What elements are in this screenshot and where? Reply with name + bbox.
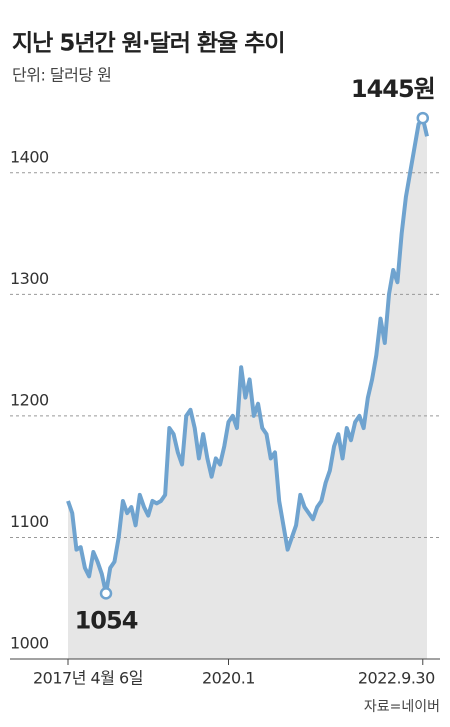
annotation: 1445원 (351, 75, 435, 103)
x-tick-label: 2022.9.30 (358, 669, 435, 688)
y-tick-label: 1100 (10, 512, 49, 531)
line (66, 116, 429, 596)
y-tick-label: 1300 (10, 269, 49, 288)
marker (416, 111, 430, 125)
x-tick-label: 2017년 4월 6일 (33, 669, 143, 688)
x-tick-label: 2020.1 (202, 669, 255, 688)
chart-title: 지난 5년간 원·달러 환율 추이 (12, 31, 285, 57)
y-tick-label: 1400 (10, 147, 49, 166)
annotation: 1054 (75, 606, 138, 634)
marker (99, 587, 113, 600)
y-tick-label: 1000 (10, 634, 49, 653)
y-tick-label: 1200 (10, 390, 49, 409)
chart-subtitle: 단위: 달러당 원 (12, 66, 111, 85)
source: 자료=네이버 (364, 699, 440, 715)
